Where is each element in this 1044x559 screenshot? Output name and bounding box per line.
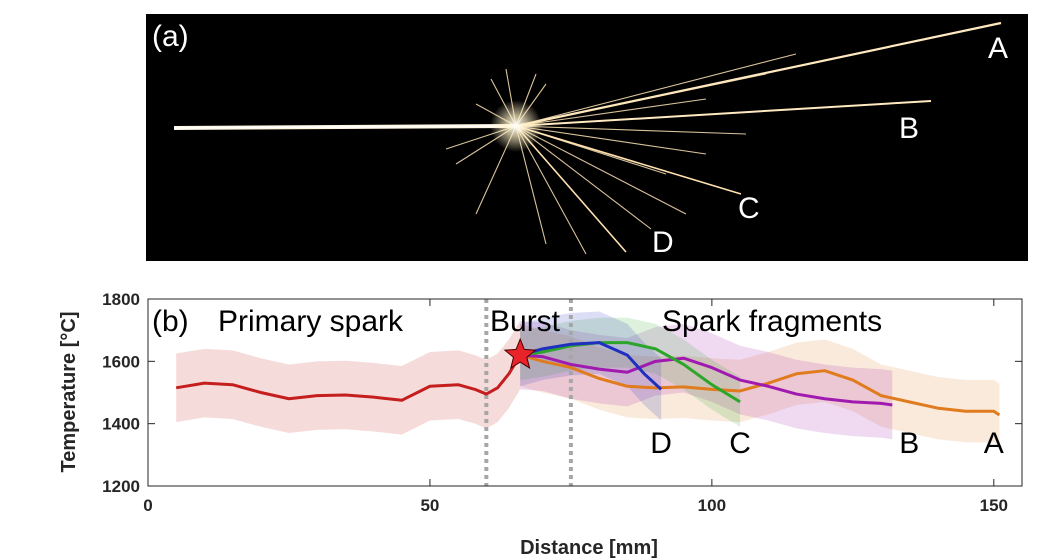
end-label-d: D [650,427,672,460]
spark-photo [173,21,1002,255]
plot-frame [147,298,1023,487]
series-line-a [519,353,1001,417]
end-label-c: C [729,427,751,460]
burst-star-marker [503,337,537,370]
band-d [520,311,662,421]
region-label-primary-spark: Primary spark [218,305,404,338]
series-lines [175,341,1001,417]
fragment-streak-c [515,125,742,195]
band-primary-spark [176,320,521,435]
fragment-streak-d [515,125,627,253]
y-tick-label-1600: 1600 [102,352,140,371]
x-tick-label-0: 0 [143,496,152,515]
photo-label-b: B [899,112,920,145]
x-tick-label-150: 150 [980,496,1008,515]
burst-marker-group [503,337,537,370]
photo-label-c: C [738,192,760,225]
photo-panel-label: (a) [152,20,189,53]
axis-ticks: 0 50 100 150 1200 1400 1600 1800 [102,290,1022,515]
end-label-a: A [984,427,1004,460]
y-axis-title: Temperature [°C] [58,312,80,473]
x-tick-label-100: 100 [698,496,726,515]
series-line-c [519,341,741,404]
region-dividers [484,299,573,486]
photo-label-a: A [988,32,1009,65]
chart-texts: (b) Primary spark Burst Spark fragments … [58,305,1004,559]
y-tick-label-1200: 1200 [102,477,140,496]
y-tick-label-1800: 1800 [102,290,140,309]
end-label-b: B [899,427,919,460]
region-label-burst: Burst [490,305,561,338]
fragment-streak-b [515,100,932,127]
series-line-d [519,341,663,391]
series-line-b [520,353,893,407]
photo-label-d: D [652,226,674,259]
burst-rays [445,53,797,255]
spark-photo-panel: (a) A B C D [146,14,1028,261]
y-tick-label-1400: 1400 [102,415,140,434]
x-tick-label-50: 50 [420,496,439,515]
region-label-spark-fragments: Spark fragments [662,305,882,338]
series-line-primary-spark [175,354,522,402]
burst-glow [490,100,542,152]
x-axis-title: Distance [mm] [520,537,658,559]
chart-panel-label: (b) [152,305,189,338]
